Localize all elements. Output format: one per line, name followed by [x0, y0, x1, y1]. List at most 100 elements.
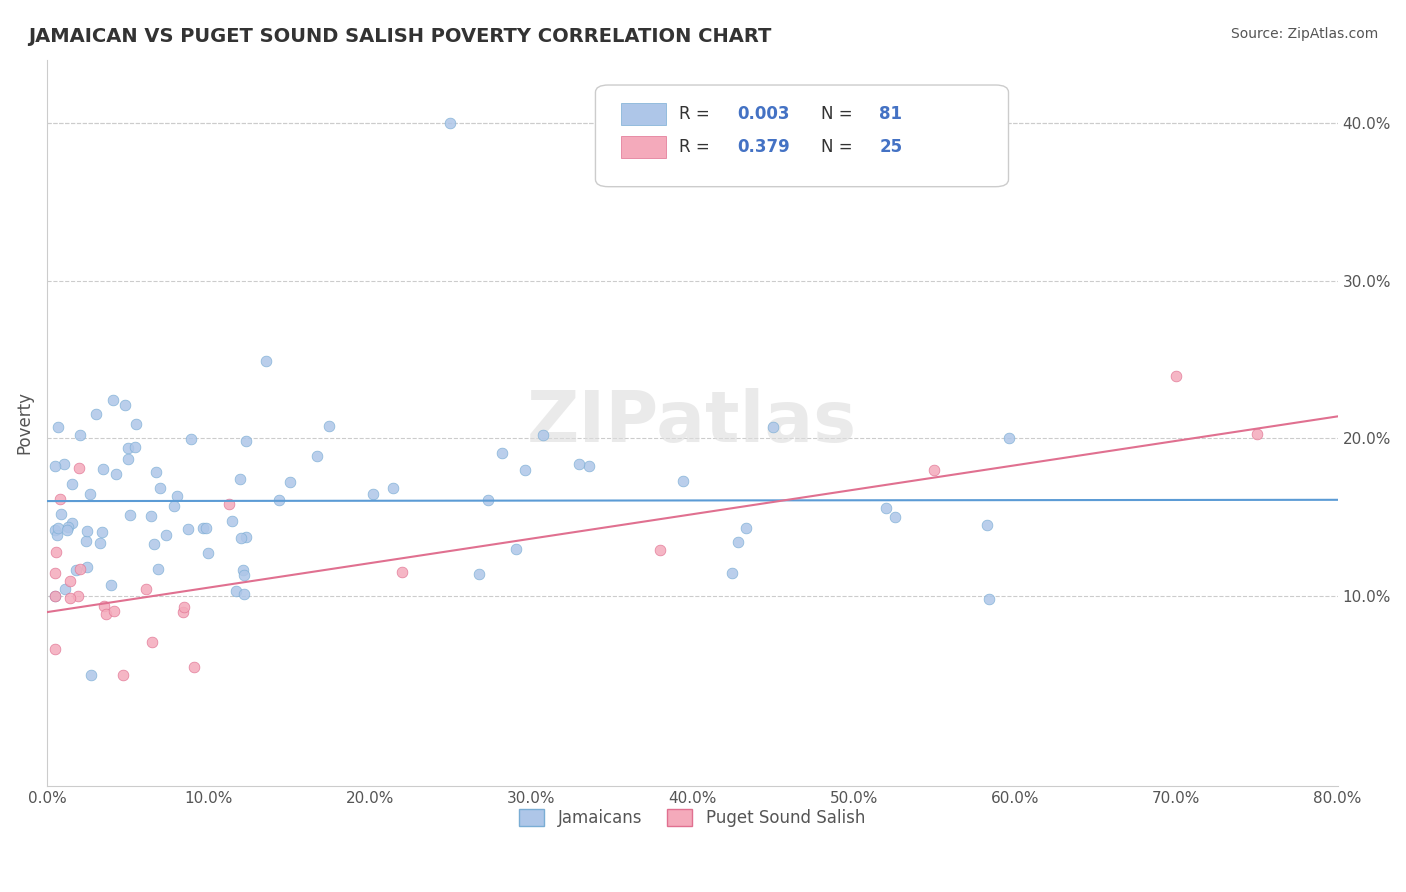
Point [60, 476, 83, 491]
Point [232, 562, 254, 576]
Point [671, 474, 693, 488]
Point [65, 563, 87, 577]
FancyBboxPatch shape [621, 136, 666, 158]
Point [120, 508, 142, 522]
Point [46, 420, 69, 434]
Y-axis label: Poverty: Poverty [15, 392, 32, 454]
Point [67, 589, 90, 603]
Text: R =: R = [679, 137, 716, 156]
Text: 25: 25 [879, 137, 903, 156]
Point [49, 492, 72, 507]
Point [44, 642, 66, 657]
Point [104, 467, 127, 481]
Point [233, 587, 256, 601]
Point [117, 441, 139, 455]
Point [135, 582, 157, 597]
Point [177, 522, 200, 536]
Point [762, 420, 785, 434]
Point [145, 465, 167, 479]
Point [232, 568, 254, 582]
Point [884, 509, 907, 524]
Point [439, 116, 461, 130]
Point [318, 419, 340, 434]
Point [44, 566, 66, 581]
Point [125, 417, 148, 431]
Point [60, 516, 83, 530]
Point [162, 499, 184, 513]
Text: 0.003: 0.003 [737, 105, 790, 123]
Point [56, 523, 79, 537]
Point [1246, 427, 1268, 442]
Text: 0.379: 0.379 [737, 137, 790, 156]
Point [578, 459, 600, 474]
Point [505, 542, 527, 557]
Point [531, 427, 554, 442]
Point [93, 599, 115, 613]
Text: Source: ZipAtlas.com: Source: ZipAtlas.com [1230, 27, 1378, 41]
Point [146, 561, 169, 575]
Point [235, 434, 257, 448]
Point [391, 565, 413, 579]
Point [69, 428, 91, 442]
Point [44, 458, 66, 473]
Point [55, 582, 77, 596]
Point [267, 493, 290, 508]
FancyBboxPatch shape [621, 103, 666, 125]
Point [361, 487, 384, 501]
Point [218, 497, 240, 511]
Point [56, 520, 79, 534]
Point [90, 524, 112, 539]
Point [117, 451, 139, 466]
Point [477, 492, 499, 507]
Point [89, 536, 111, 550]
Point [307, 449, 329, 463]
Point [491, 446, 513, 460]
Point [382, 481, 405, 495]
Point [278, 475, 301, 490]
Point [172, 605, 194, 619]
Point [194, 521, 217, 535]
Point [149, 481, 172, 495]
Point [59, 591, 82, 605]
Point [183, 660, 205, 674]
Point [734, 521, 756, 535]
Point [468, 567, 491, 582]
Point [139, 508, 162, 523]
Point [76, 524, 98, 538]
Point [225, 584, 247, 599]
Point [44, 590, 66, 604]
Point [648, 543, 671, 558]
Text: JAMAICAN VS PUGET SOUND SALISH POVERTY CORRELATION CHART: JAMAICAN VS PUGET SOUND SALISH POVERTY C… [28, 27, 772, 45]
Point [44, 589, 66, 603]
Point [922, 463, 945, 477]
Point [141, 635, 163, 649]
Point [84, 407, 107, 421]
Point [235, 530, 257, 544]
Point [254, 354, 277, 368]
Point [69, 461, 91, 475]
Point [49, 507, 72, 521]
Point [173, 600, 195, 615]
Point [1166, 368, 1188, 383]
Point [166, 490, 188, 504]
Point [103, 603, 125, 617]
Point [977, 591, 1000, 606]
Point [191, 521, 214, 535]
Point [75, 533, 97, 548]
Point [53, 457, 76, 471]
Point [124, 440, 146, 454]
Point [91, 462, 114, 476]
Point [69, 562, 91, 576]
Point [46, 521, 69, 535]
Text: N =: N = [821, 137, 853, 156]
Point [59, 574, 82, 589]
Point [229, 472, 252, 486]
Point [197, 546, 219, 560]
Point [180, 432, 202, 446]
Point [568, 457, 591, 471]
Text: R =: R = [679, 105, 716, 123]
Point [998, 431, 1021, 445]
Point [100, 577, 122, 591]
Point [80, 668, 103, 682]
Point [231, 532, 253, 546]
